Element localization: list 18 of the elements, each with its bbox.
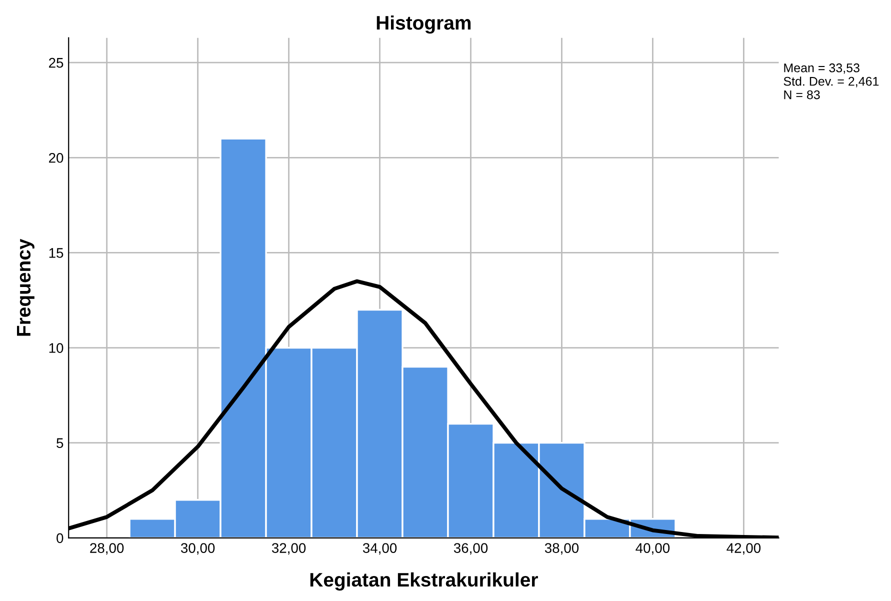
x-tick-label: 32,00 bbox=[272, 543, 306, 555]
x-axis-title: Kegiatan Ekstrakurikuler bbox=[310, 572, 538, 591]
x-tick-label: 34,00 bbox=[362, 543, 397, 555]
x-tick-label: 28,00 bbox=[90, 543, 124, 555]
y-tick-label: 25 bbox=[49, 58, 64, 68]
y-tick-label: 10 bbox=[49, 343, 64, 353]
x-tick-label: 36,00 bbox=[454, 543, 488, 555]
x-tick-label: 42,00 bbox=[726, 543, 761, 555]
y-axis-title: Frequency bbox=[17, 238, 34, 336]
x-tick-label: 30,00 bbox=[180, 543, 215, 555]
y-tick-label: 5 bbox=[56, 438, 64, 448]
text: Mean = 33,53 Std. Dev. = 2,461 N = 83 bbox=[784, 63, 879, 100]
y-tick-label: 20 bbox=[49, 152, 64, 163]
x-tick-label: 40,00 bbox=[636, 543, 670, 555]
x-tick-label: 38,00 bbox=[544, 543, 579, 555]
chart-title: Histogram bbox=[376, 15, 471, 34]
y-tick-label: 0 bbox=[56, 533, 64, 544]
y-tick-label: 15 bbox=[49, 248, 64, 258]
